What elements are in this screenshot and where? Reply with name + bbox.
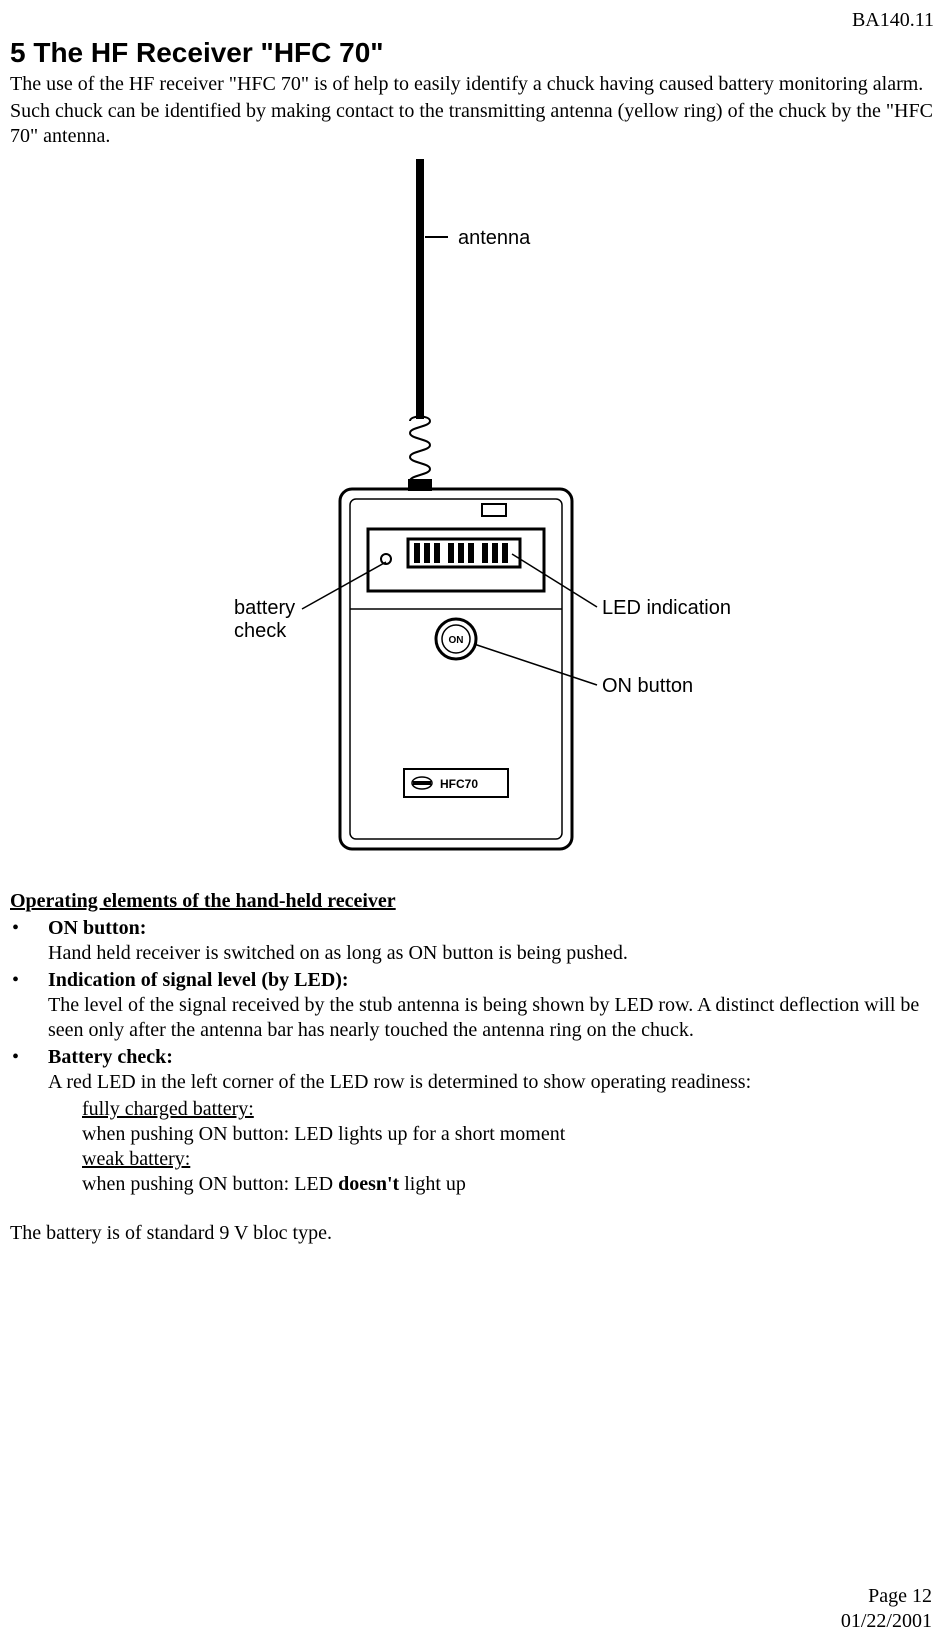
label-on-button: ON button: [602, 675, 693, 698]
weak-battery-label: weak battery:: [82, 1148, 190, 1170]
page-date: 01/22/2001: [841, 1609, 932, 1634]
battery-states-block: fully charged battery: when pushing ON b…: [10, 1097, 934, 1197]
doc-id: BA140.11: [10, 8, 934, 33]
intro-paragraph-2: Such chuck can be identified by making c…: [10, 99, 934, 149]
page-footer: Page 12 01/22/2001: [841, 1584, 932, 1634]
device-diagram: ON HFC70 antenna battery check LED indic…: [10, 159, 934, 869]
battery-type-note: The battery is of standard 9 V bloc type…: [10, 1221, 934, 1246]
led-bars-icon: [414, 543, 508, 563]
item-title: ON button:: [48, 917, 146, 939]
top-tab-icon: [482, 504, 506, 516]
operating-elements-list: ON button: Hand held receiver is switche…: [10, 916, 934, 1095]
model-plate-icon: HFC70: [404, 769, 508, 797]
item-body: A red LED in the left corner of the LED …: [48, 1071, 751, 1093]
svg-text:ON: ON: [449, 635, 464, 646]
label-led-indication: LED indication: [602, 597, 731, 620]
antenna-rod-icon: [416, 159, 424, 419]
fully-charged-label: fully charged battery:: [82, 1098, 254, 1120]
item-title: Battery check:: [48, 1046, 173, 1068]
label-antenna: antenna: [458, 227, 530, 250]
antenna-mount-icon: [408, 479, 432, 491]
fully-charged-body: when pushing ON button: LED lights up fo…: [82, 1122, 934, 1147]
intro-paragraph-1: The use of the HF receiver "HFC 70" is o…: [10, 72, 934, 97]
item-title: Indication of signal level (by LED):: [48, 969, 349, 991]
item-body: Hand held receiver is switched on as lon…: [48, 942, 628, 964]
svg-text:HFC70: HFC70: [440, 777, 478, 791]
item-body: The level of the signal received by the …: [48, 994, 919, 1041]
antenna-coil-icon: [410, 417, 430, 482]
list-item: Indication of signal level (by LED): The…: [10, 968, 934, 1043]
section-title: 5 The HF Receiver "HFC 70": [10, 35, 934, 70]
page-number: Page 12: [841, 1584, 932, 1609]
weak-battery-body: when pushing ON button: LED doesn't ligh…: [82, 1172, 934, 1197]
list-item: ON button: Hand held receiver is switche…: [10, 916, 934, 966]
on-button-icon: ON: [436, 619, 476, 659]
label-battery-check: battery check: [234, 597, 295, 643]
list-item: Battery check: A red LED in the left cor…: [10, 1045, 934, 1095]
operating-heading: Operating elements of the hand-held rece…: [10, 889, 934, 914]
